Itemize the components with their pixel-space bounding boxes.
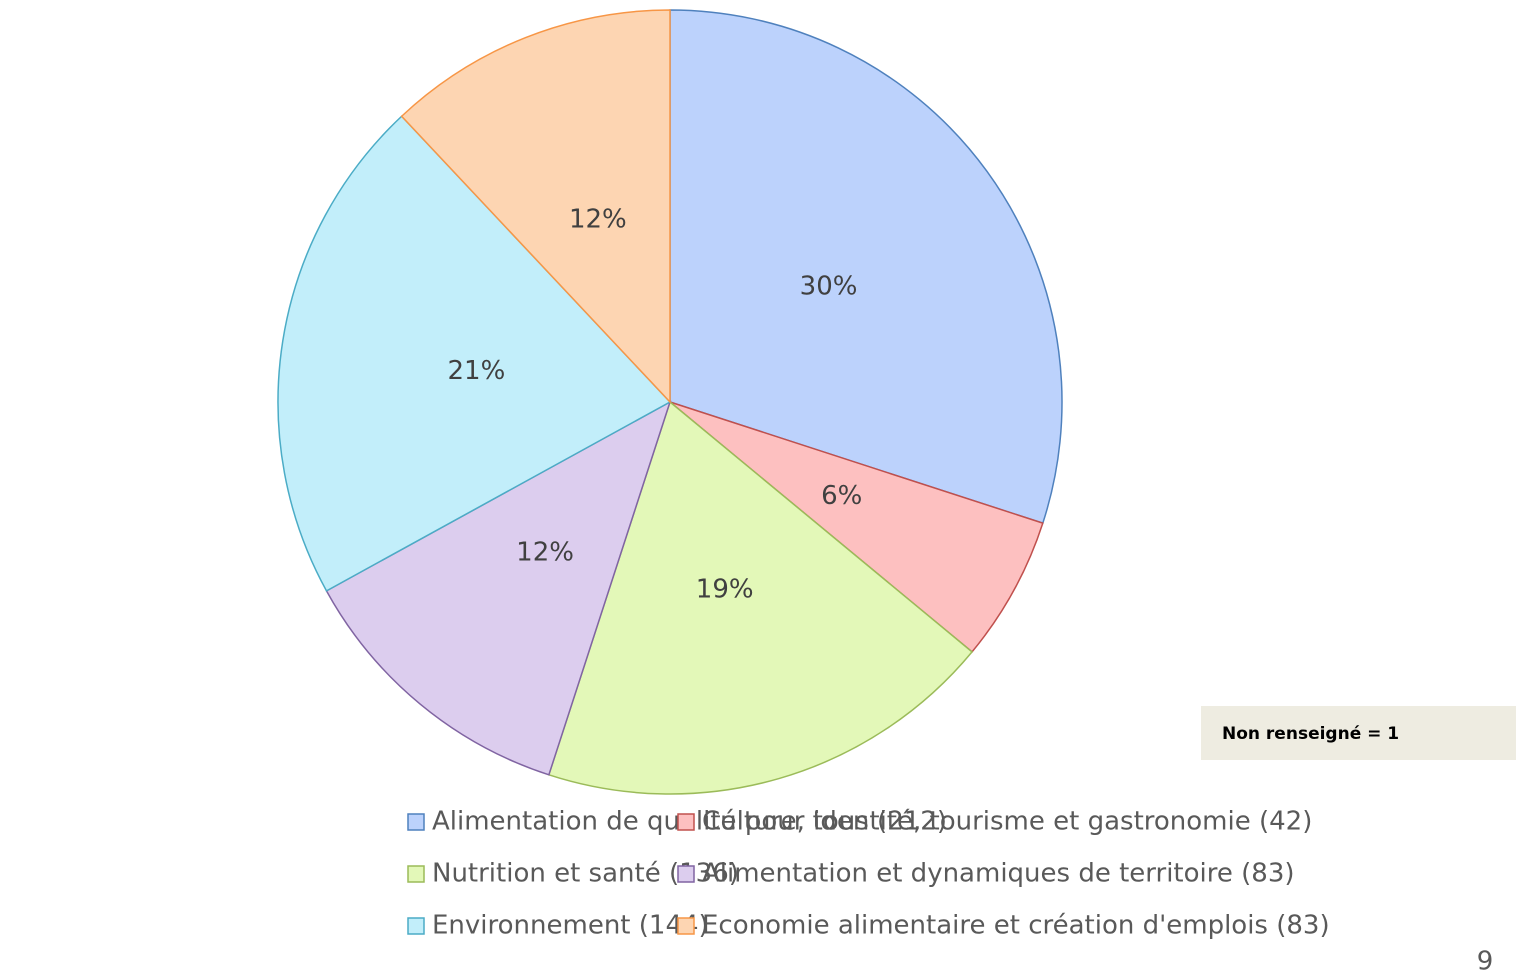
legend-label: Culture, identité, tourisme et gastronom… bbox=[702, 807, 1312, 837]
data-label: 19% bbox=[696, 575, 754, 605]
data-label: 30% bbox=[800, 271, 858, 301]
pie-slice bbox=[400, 9, 671, 404]
pie-slice bbox=[669, 9, 1063, 525]
data-label: 6% bbox=[821, 481, 862, 511]
pie-slice bbox=[547, 400, 974, 795]
data-label: 12% bbox=[516, 538, 574, 568]
legend-swatch bbox=[677, 865, 695, 883]
pie-slice bbox=[669, 401, 1044, 653]
pie-slice bbox=[325, 400, 672, 776]
data-label: 12% bbox=[569, 204, 627, 234]
legend-swatch bbox=[407, 917, 425, 935]
legend-swatch bbox=[677, 813, 695, 831]
legend-swatch bbox=[407, 865, 425, 883]
legend-swatch bbox=[677, 917, 695, 935]
note-box bbox=[1201, 706, 1516, 760]
data-label: 21% bbox=[448, 356, 506, 386]
legend-label: Environnement (144) bbox=[432, 911, 709, 941]
page-number: 9 bbox=[1477, 947, 1494, 972]
pie-slice bbox=[277, 115, 672, 592]
note: Non renseigné = 1 bbox=[1222, 724, 1399, 744]
legend-label: Alimentation et dynamiques de territoire… bbox=[702, 859, 1295, 889]
legend-label: Economie alimentaire et création d'emplo… bbox=[702, 911, 1330, 941]
legend-swatch bbox=[407, 813, 425, 831]
